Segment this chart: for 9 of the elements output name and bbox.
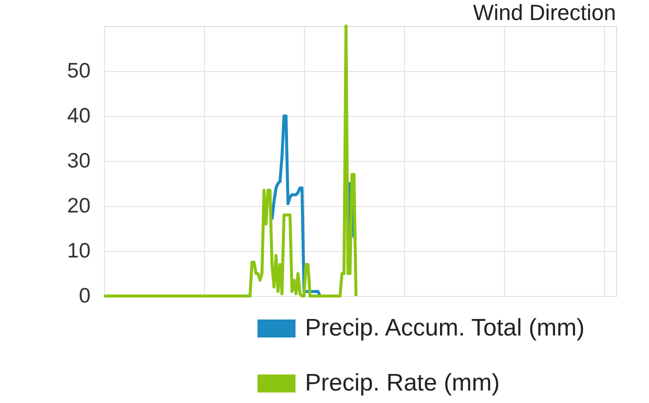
y-tick-label: 0	[78, 284, 90, 308]
legend-label: Precip. Accum. Total (mm)	[305, 314, 585, 342]
legend-label: Precip. Rate (mm)	[305, 370, 500, 396]
y-tick-label: 40	[67, 104, 90, 128]
y-tick-label: 10	[67, 240, 90, 262]
y-tick-label: 30	[67, 150, 90, 172]
text: Wind Direction	[472, 0, 616, 25]
y-tick-label: 20	[67, 194, 90, 218]
y-tick-label: 50	[67, 60, 90, 82]
